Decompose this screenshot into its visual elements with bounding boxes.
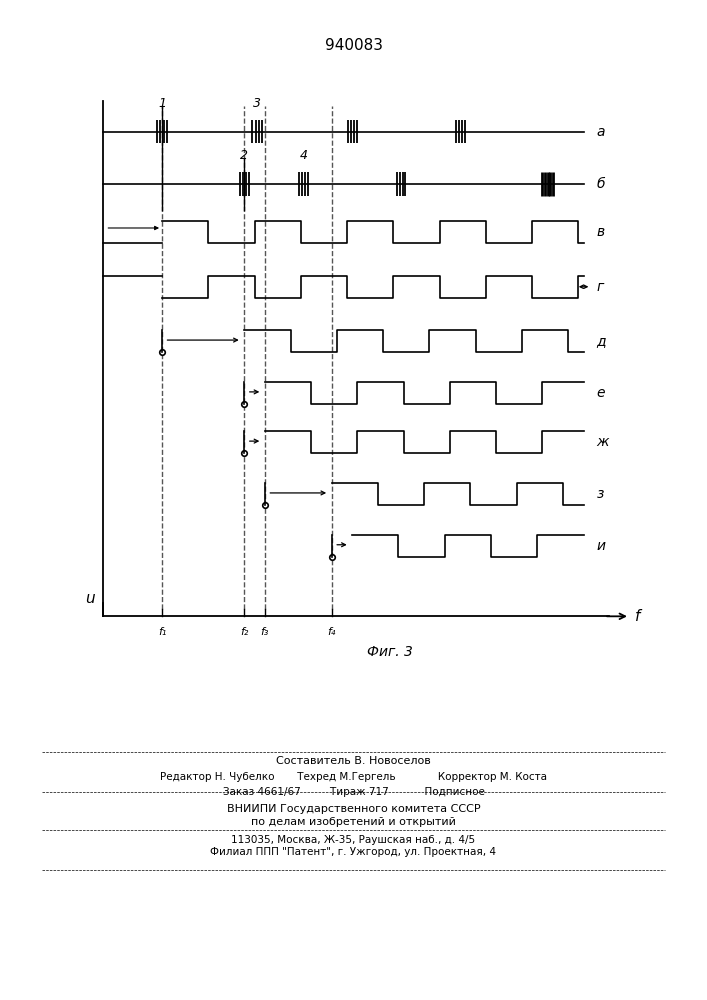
Text: 113035, Москва, Ж-35, Раушская наб., д. 4/5: 113035, Москва, Ж-35, Раушская наб., д. … [231, 835, 476, 845]
Text: f: f [635, 609, 641, 624]
Text: 1: 1 [158, 97, 166, 110]
Text: Филиал ППП "Патент", г. Ужгород, ул. Проектная, 4: Филиал ППП "Патент", г. Ужгород, ул. Про… [211, 847, 496, 857]
Text: f₂: f₂ [240, 627, 248, 637]
Text: Фиг. 3: Фиг. 3 [366, 645, 412, 659]
Text: по делам изобретений и открытий: по делам изобретений и открытий [251, 817, 456, 827]
Text: и: и [597, 539, 605, 553]
Text: f₁: f₁ [158, 627, 166, 637]
Text: з: з [597, 487, 604, 501]
Text: ж: ж [597, 435, 609, 449]
Text: а: а [597, 125, 605, 139]
Text: 940083: 940083 [325, 38, 382, 53]
Text: 4: 4 [299, 149, 308, 162]
Text: ВНИИПИ Государственного комитета СССР: ВНИИПИ Государственного комитета СССР [227, 804, 480, 814]
Text: д: д [597, 334, 606, 348]
Text: u: u [86, 591, 95, 606]
Text: Редактор Н. Чубелко       Техред М.Гергель             Корректор М. Коста: Редактор Н. Чубелко Техред М.Гергель Кор… [160, 772, 547, 782]
Text: в: в [597, 225, 604, 239]
Text: 3: 3 [253, 97, 261, 110]
Text: 2: 2 [240, 149, 248, 162]
Text: f₃: f₃ [261, 627, 269, 637]
Text: f₄: f₄ [327, 627, 336, 637]
Text: Составитель В. Новоселов: Составитель В. Новоселов [276, 756, 431, 766]
Text: Заказ 4661/67         Тираж 717           Подписное: Заказ 4661/67 Тираж 717 Подписное [223, 787, 484, 797]
Text: б: б [597, 177, 605, 191]
Text: г: г [597, 280, 604, 294]
Text: е: е [597, 386, 605, 400]
